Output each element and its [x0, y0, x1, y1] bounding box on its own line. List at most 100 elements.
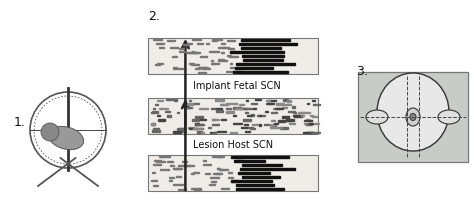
Bar: [210, 132, 212, 133]
Bar: [187, 43, 192, 44]
Bar: [195, 123, 199, 125]
Bar: [221, 119, 226, 120]
Bar: [310, 132, 314, 133]
Bar: [266, 100, 270, 101]
Bar: [192, 172, 199, 173]
Bar: [307, 103, 309, 104]
Bar: [155, 161, 165, 162]
Bar: [228, 172, 232, 173]
Bar: [196, 124, 204, 125]
Bar: [310, 115, 313, 117]
Bar: [242, 176, 280, 178]
Bar: [312, 100, 315, 101]
Bar: [177, 128, 184, 130]
Bar: [188, 127, 194, 128]
Bar: [273, 108, 280, 110]
Bar: [154, 160, 161, 161]
Bar: [240, 168, 295, 170]
Bar: [191, 188, 201, 189]
Bar: [286, 120, 291, 121]
Bar: [178, 189, 182, 190]
Bar: [152, 131, 160, 132]
Bar: [236, 184, 274, 186]
Bar: [283, 104, 291, 105]
Bar: [169, 177, 174, 178]
Bar: [166, 99, 173, 100]
Bar: [233, 115, 236, 117]
Ellipse shape: [438, 110, 460, 124]
Bar: [182, 189, 186, 190]
Bar: [151, 124, 155, 125]
Bar: [162, 156, 170, 157]
Bar: [184, 165, 187, 166]
Bar: [216, 110, 223, 112]
Bar: [298, 112, 304, 113]
Bar: [182, 161, 187, 162]
Bar: [192, 119, 199, 120]
Bar: [152, 171, 155, 173]
Text: Lesion Host SCN: Lesion Host SCN: [193, 140, 273, 150]
Bar: [226, 71, 229, 72]
Bar: [233, 103, 237, 104]
Bar: [273, 123, 278, 124]
Bar: [212, 63, 215, 64]
Bar: [247, 115, 252, 116]
Bar: [159, 47, 164, 48]
Bar: [283, 99, 287, 101]
Bar: [293, 112, 296, 113]
Bar: [268, 100, 276, 101]
Bar: [247, 127, 253, 128]
Bar: [191, 173, 194, 174]
Bar: [183, 44, 189, 46]
Bar: [312, 116, 317, 117]
Bar: [314, 123, 319, 124]
Bar: [191, 64, 199, 65]
Bar: [243, 108, 252, 110]
Bar: [233, 107, 241, 109]
Bar: [212, 124, 219, 125]
Bar: [210, 63, 219, 64]
Bar: [259, 124, 261, 125]
Bar: [167, 115, 172, 117]
Bar: [289, 123, 294, 124]
Bar: [173, 168, 182, 169]
Bar: [226, 108, 231, 109]
Bar: [230, 51, 284, 53]
Bar: [199, 67, 206, 68]
Bar: [164, 111, 170, 112]
Bar: [265, 103, 272, 104]
Bar: [195, 127, 198, 129]
Text: 1.: 1.: [14, 115, 26, 129]
Bar: [237, 188, 284, 190]
Bar: [157, 100, 163, 101]
Bar: [148, 38, 318, 74]
Bar: [228, 177, 233, 178]
Bar: [273, 127, 283, 128]
Bar: [197, 131, 201, 133]
Bar: [201, 131, 204, 133]
Bar: [257, 115, 265, 116]
Bar: [275, 108, 283, 110]
Bar: [210, 177, 219, 178]
Bar: [307, 120, 312, 121]
Bar: [213, 132, 216, 133]
Bar: [189, 63, 194, 64]
Bar: [157, 63, 164, 64]
Bar: [173, 184, 183, 185]
Bar: [264, 124, 269, 125]
Bar: [152, 123, 155, 125]
Bar: [189, 100, 191, 101]
Bar: [192, 39, 201, 40]
Bar: [311, 132, 320, 133]
Bar: [151, 112, 154, 113]
Bar: [218, 156, 224, 157]
Bar: [221, 104, 228, 105]
Bar: [215, 99, 224, 101]
Bar: [218, 60, 227, 61]
Bar: [173, 99, 177, 101]
Bar: [219, 47, 225, 48]
Bar: [209, 51, 219, 52]
Bar: [189, 128, 198, 129]
Bar: [237, 63, 295, 65]
Ellipse shape: [410, 113, 416, 120]
